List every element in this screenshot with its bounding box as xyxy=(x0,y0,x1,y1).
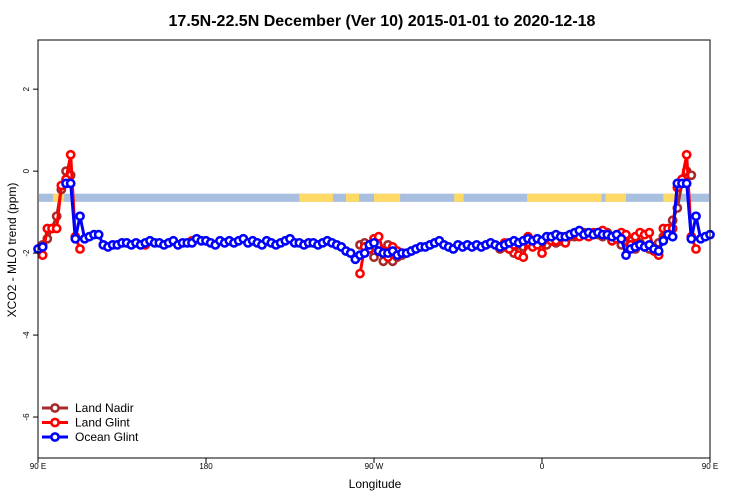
data-point-land-glint xyxy=(691,244,701,254)
data-point-land-glint xyxy=(644,227,655,238)
y-axis-label: XCO2 - MLO trend (ppm) xyxy=(5,183,19,318)
legend-marker-land-glint xyxy=(50,417,60,428)
data-point-ocean-glint xyxy=(70,233,81,244)
data-point-ocean-glint xyxy=(616,233,627,244)
data-point-ocean-glint xyxy=(75,211,85,222)
x-tick-label: 90 W xyxy=(365,462,384,471)
data-point-land-glint xyxy=(355,268,365,279)
data-point-ocean-glint xyxy=(686,233,697,244)
data-point-ocean-glint xyxy=(345,248,356,258)
data-point-land-glint xyxy=(537,248,547,258)
y-tick-label: 0 xyxy=(22,168,31,173)
data-point-ocean-glint xyxy=(359,248,370,258)
data-point-ocean-glint xyxy=(667,231,678,242)
data-point-land-nadir xyxy=(369,252,379,263)
data-point-land-glint xyxy=(681,149,692,160)
data-point-ocean-glint xyxy=(93,229,104,240)
data-point-ocean-glint xyxy=(621,250,631,261)
y-tick-label: -2 xyxy=(22,249,31,257)
y-tick-label: -6 xyxy=(22,413,31,421)
data-point-land-glint xyxy=(65,149,76,160)
y-tick-label: -4 xyxy=(22,331,31,339)
data-point-ocean-glint xyxy=(653,246,664,256)
legend-label-land-nadir: Land Nadir xyxy=(75,401,134,415)
legend-marker-ocean-glint xyxy=(50,432,60,442)
data-point-land-glint xyxy=(373,231,384,242)
x-tick-label: 0 xyxy=(540,462,545,471)
y-tick-label: 2 xyxy=(22,86,31,91)
land-mask-segment xyxy=(374,193,401,202)
chart-title: 17.5N-22.5N December (Ver 10) 2015-01-01… xyxy=(169,13,596,30)
x-tick-label: 90 E xyxy=(30,462,46,471)
legend-marker-land-nadir xyxy=(50,403,60,413)
data-point-land-glint xyxy=(75,244,85,254)
legend-label-ocean-glint: Ocean Glint xyxy=(75,430,139,444)
land-mask-segment xyxy=(454,193,464,202)
data-point-ocean-glint xyxy=(369,237,379,248)
x-axis-label: Longitude xyxy=(349,477,402,491)
land-mask-segment xyxy=(299,193,333,202)
land-mask-segment xyxy=(527,193,602,202)
legend-label-land-glint: Land Glint xyxy=(75,416,130,430)
land-mask-segment xyxy=(346,193,360,202)
data-point-ocean-glint xyxy=(658,235,669,246)
data-point-ocean-glint xyxy=(691,211,701,222)
data-point-land-glint xyxy=(51,223,62,234)
x-tick-label: 90 E xyxy=(702,462,718,471)
plot-area: 90 E 180 90 W 0 90 E 2 0 -2 -4 -6 xyxy=(22,39,718,471)
data-point-ocean-glint xyxy=(37,242,48,252)
series-ocean-glint xyxy=(33,178,715,265)
x-tick-label: 180 xyxy=(199,462,213,471)
data-point-ocean-glint xyxy=(65,178,76,189)
land-mask-segment xyxy=(605,193,626,202)
land-mask-segment xyxy=(663,193,677,202)
data-point-land-glint xyxy=(518,252,529,263)
data-point-ocean-glint xyxy=(681,178,692,189)
